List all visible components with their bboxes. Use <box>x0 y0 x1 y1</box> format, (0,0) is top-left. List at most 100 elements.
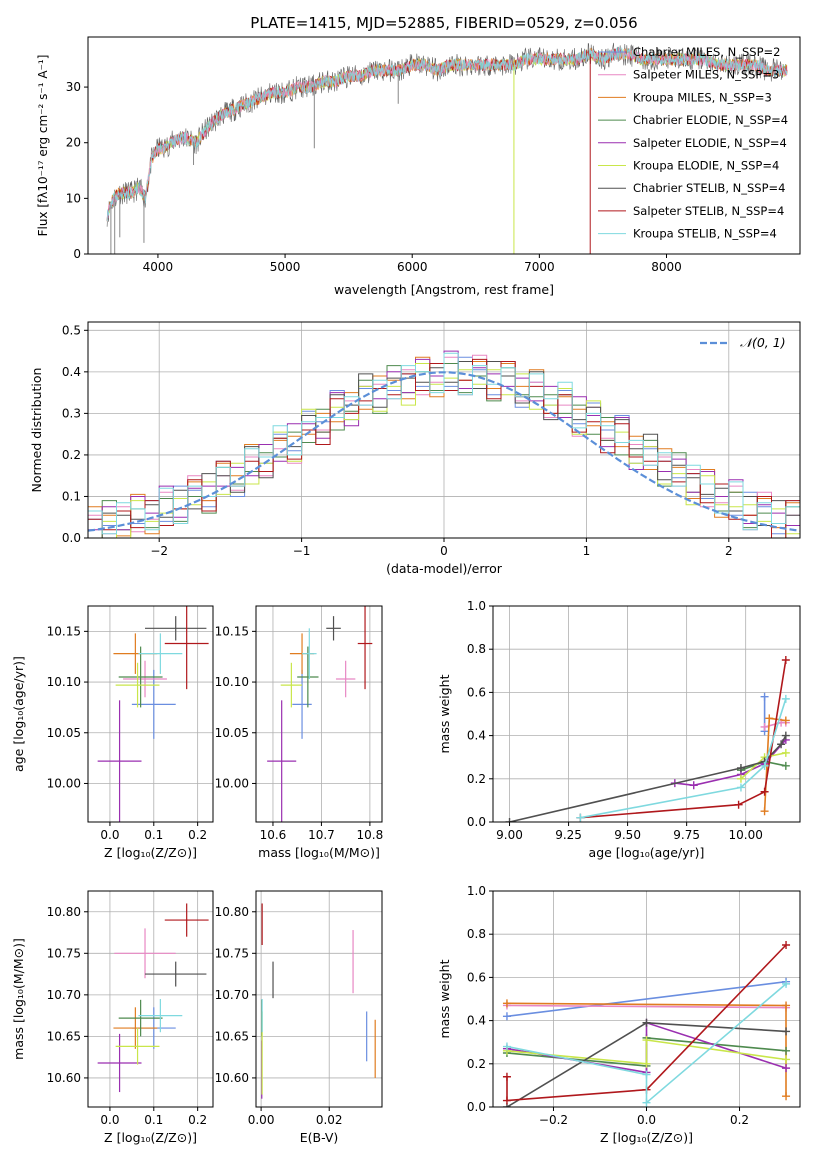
legend-label-krou_elodie: Kroupa ELODIE, N_SSP=4 <box>633 159 779 173</box>
series-marker-salp_miles <box>760 722 769 731</box>
axes-frame <box>255 605 383 823</box>
y-tick-label: 0.4 <box>62 365 81 379</box>
y-tick-label: 0.2 <box>467 1057 486 1071</box>
series-marker-chab_stelib <box>781 731 790 740</box>
x-tick-label: 5000 <box>270 260 301 274</box>
y-tick-label: 10.60 <box>215 1071 249 1085</box>
series-marker-salp_stelib <box>781 656 790 664</box>
series-line-krou_stelib <box>506 983 787 1105</box>
legend-label-salp_stelib: Salpeter STELIB, N_SSP=4 <box>633 204 784 218</box>
x-tick-label: 0.00 <box>248 1113 275 1127</box>
x-tick-label: 0 <box>440 544 448 558</box>
mass_ebv-plot <box>261 903 376 1099</box>
x-tick-label: 1 <box>583 544 591 558</box>
spectrum-axes: PLATE=1415, MJD=52885, FIBERID=0529, z=0… <box>36 14 801 297</box>
y-tick-label: 10.70 <box>215 988 249 1002</box>
series-marker-chab_elodie <box>782 1046 791 1055</box>
y-tick-label: 0.5 <box>62 323 81 337</box>
series-marker-salp_stelib <box>502 1096 511 1105</box>
series-line-salp_miles <box>506 1004 787 1009</box>
series-marker-krou_elodie <box>736 774 745 783</box>
residuals-plot <box>88 350 800 538</box>
x-tick-label: 0.0 <box>637 1113 656 1127</box>
y-tick-label: 10.05 <box>47 726 81 740</box>
legend: Chabrier MILES, N_SSP=2 Salpeter MILES, N… <box>598 45 788 241</box>
axes-frame <box>492 890 801 1108</box>
mw_z-axes: −0.2 0.0 0.2 0.0 0.2 0.4 0.6 0.8 1.0 Z [log₁₀(Z/Z… <box>437 884 801 1145</box>
x-tick-label: 9.50 <box>614 828 641 842</box>
legend-label-chab_miles: Chabrier MILES, N_SSP=2 <box>633 45 780 59</box>
series-marker-krou_stelib <box>642 1070 651 1079</box>
x-tick-label: 0.0 <box>100 1113 119 1127</box>
y-tick-label: 10.05 <box>215 726 249 740</box>
axes-frame <box>87 605 214 823</box>
y-axis-label: mass weight <box>437 959 452 1038</box>
series-line-salp_stelib <box>580 659 787 819</box>
y-tick-label: 20 <box>66 136 81 150</box>
y-tick-label: 1.0 <box>467 884 486 898</box>
x-tick-label: 9.75 <box>673 828 700 842</box>
series-line-chab_miles <box>506 980 787 1018</box>
legend-label-salp_miles: Salpeter MILES, N_SSP=3 <box>633 68 779 82</box>
x-tick-label: 0.1 <box>144 1113 163 1127</box>
axes-frame <box>492 605 801 823</box>
series-marker-krou_stelib <box>736 783 745 792</box>
series-marker-chab_stelib <box>642 1018 651 1027</box>
y-axis-label: mass weight <box>437 674 452 753</box>
y-tick-label: 10.80 <box>47 905 81 919</box>
y-tick-label: 10.10 <box>215 675 249 689</box>
y-tick-label: 10.15 <box>215 624 249 638</box>
series-marker-chab_elodie <box>781 761 790 770</box>
x-axis-label: Z [log₁₀(Z/Z⊙)] <box>600 1130 693 1145</box>
series-marker-krou_stelib <box>576 813 585 822</box>
mass_z-plot <box>97 903 209 1093</box>
y-tick-label: 0.1 <box>62 489 81 503</box>
x-axis-label: E(B-V) <box>300 1130 339 1145</box>
x-tick-label: 4000 <box>143 260 174 274</box>
series-marker-salp_stelib <box>502 1072 511 1081</box>
series-marker-chab_stelib <box>736 764 745 772</box>
age_mass-plot <box>267 606 373 822</box>
legend-label-chab_elodie: Chabrier ELODIE, N_SSP=4 <box>633 113 788 127</box>
y-tick-label: 0.2 <box>62 448 81 462</box>
x-tick-label: 10.8 <box>357 828 384 842</box>
x-tick-label: −1 <box>293 544 311 558</box>
age_mass-axes: 10.6 10.7 10.8 10.00 10.05 10.10 10.15 mass [lo… <box>215 605 384 860</box>
residuals-axes: −2 −1 0 1 2 0.0 0.1 0.2 0.3 0.4 0.5 (data-model)/er… <box>29 321 801 576</box>
spectrum-line-krou_stelib <box>106 46 788 222</box>
x-tick-label: −2 <box>150 544 168 558</box>
normal-curve <box>88 371 800 532</box>
series-marker-salp_elodie <box>782 1064 791 1073</box>
y-tick-label: 30 <box>66 80 81 94</box>
x-tick-label: 8000 <box>651 260 682 274</box>
series-marker-salp_stelib <box>782 941 791 949</box>
x-tick-label: 0.2 <box>730 1113 749 1127</box>
series-marker-krou_elodie <box>782 1055 791 1064</box>
mass_z-axes: 0.0 0.1 0.2 10.60 10.65 10.70 10.75 10.80 Z [log… <box>11 890 214 1145</box>
y-axis-label: Flux [fλ10⁻¹⁷ erg cm⁻² s⁻¹ A⁻¹] <box>36 55 50 237</box>
y-axis-label: mass [log₁₀(M/M⊙)] <box>11 938 26 1060</box>
mw_age-plot <box>505 656 790 822</box>
y-tick-label: 10.15 <box>47 624 81 638</box>
axes-frame <box>87 321 801 539</box>
series-marker-salp_elodie <box>689 781 698 790</box>
series-line-salp_stelib <box>506 944 787 1102</box>
x-tick-label: 9.25 <box>555 828 582 842</box>
x-tick-label: 0.1 <box>144 828 163 842</box>
axes-frame <box>87 36 801 255</box>
age_z-axes: 0.0 0.1 0.2 10.00 10.05 10.10 10.15 Z [log₁₀(Z/… <box>11 605 214 860</box>
y-tick-label: 0.4 <box>467 1014 486 1028</box>
y-tick-label: 10.00 <box>215 776 249 790</box>
y-tick-label: 10.00 <box>47 776 81 790</box>
y-tick-label: 0.0 <box>62 531 81 545</box>
series-marker-krou_miles <box>765 714 774 723</box>
x-tick-label: 0.02 <box>316 1113 343 1127</box>
age_z-plot <box>97 606 209 822</box>
y-tick-label: 10 <box>66 191 81 205</box>
y-tick-label: 0.0 <box>467 815 486 829</box>
y-tick-label: 10.10 <box>47 675 81 689</box>
series-marker-krou_miles <box>781 716 790 725</box>
y-tick-label: 0.2 <box>467 772 486 786</box>
series-marker-krou_miles <box>782 1001 791 1010</box>
